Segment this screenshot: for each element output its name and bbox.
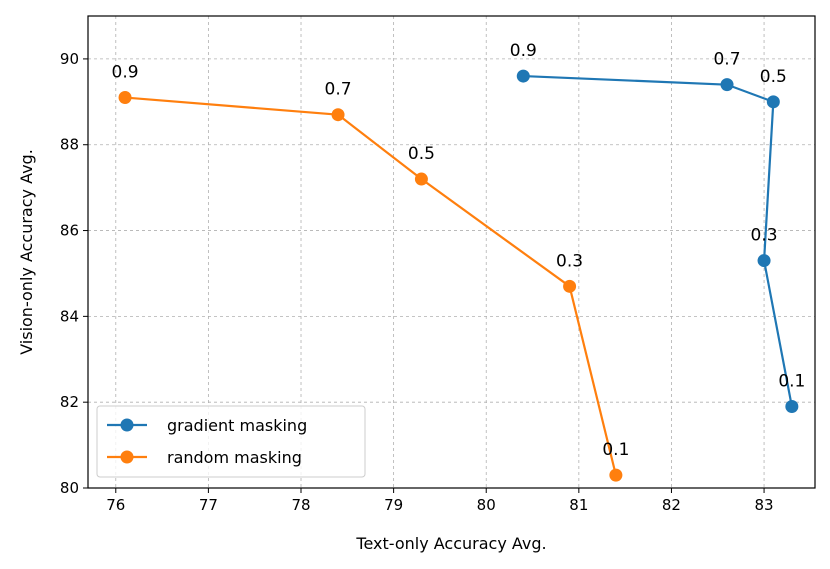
y-tick-label: 84 (60, 307, 79, 325)
series-layer (118, 69, 799, 482)
plot-frame (87, 15, 816, 489)
series-gradient-masking (516, 69, 799, 413)
data-point-label: 0.3 (751, 226, 778, 246)
data-point-label: 0.5 (408, 144, 435, 164)
legend-box (96, 405, 366, 478)
y-tick-label: 88 (60, 136, 79, 154)
data-point (720, 78, 734, 92)
y-tick-label: 82 (60, 393, 79, 411)
y-tick-label: 80 (60, 479, 79, 497)
data-point (757, 254, 771, 268)
x-tick-label: 76 (106, 496, 125, 514)
data-point (118, 91, 132, 105)
data-point (331, 108, 345, 122)
data-point-label: 0.7 (713, 50, 740, 70)
data-point-label: 0.9 (112, 63, 139, 83)
legend-entry: gradient masking (107, 416, 307, 435)
data-point (609, 468, 623, 482)
legend: gradient masking random masking (96, 405, 366, 478)
x-tick-label: 81 (569, 496, 588, 514)
x-axis-title: Text-only Accuracy Avg. (355, 534, 546, 553)
legend-label: gradient masking (167, 416, 307, 435)
legend-marker (120, 418, 134, 432)
y-tick-label: 86 (60, 222, 79, 240)
legend-entry: random masking (107, 448, 302, 467)
series-random-masking (118, 91, 623, 482)
x-tick-label: 78 (291, 496, 310, 514)
x-tick-label: 80 (477, 496, 496, 514)
legend-label: random masking (167, 448, 302, 467)
x-tick-label: 83 (755, 496, 774, 514)
axis-ticks: 76 77 78 79 80 81 82 83 80 82 84 86 88 90 (60, 50, 774, 514)
data-point-label: 0.1 (778, 371, 805, 391)
y-tick-label: 90 (60, 50, 79, 68)
y-axis-title: Vision-only Accuracy Avg. (17, 149, 36, 355)
legend-marker (120, 450, 134, 464)
data-point-label: 0.1 (602, 440, 629, 460)
data-point (516, 69, 530, 83)
data-point (414, 172, 428, 186)
data-point (563, 279, 577, 293)
point-labels: 0.9 0.7 0.5 0.3 0.1 0.9 0.7 0.5 0.3 0.1 (112, 41, 806, 460)
data-point-label: 0.3 (556, 251, 583, 271)
x-tick-label: 79 (384, 496, 403, 514)
x-tick-label: 77 (199, 496, 218, 514)
data-point-label: 0.5 (760, 67, 787, 87)
data-point-label: 0.9 (510, 41, 537, 61)
x-tick-label: 82 (662, 496, 681, 514)
data-point (785, 399, 799, 413)
data-point (766, 95, 780, 109)
data-point-label: 0.7 (325, 80, 352, 100)
